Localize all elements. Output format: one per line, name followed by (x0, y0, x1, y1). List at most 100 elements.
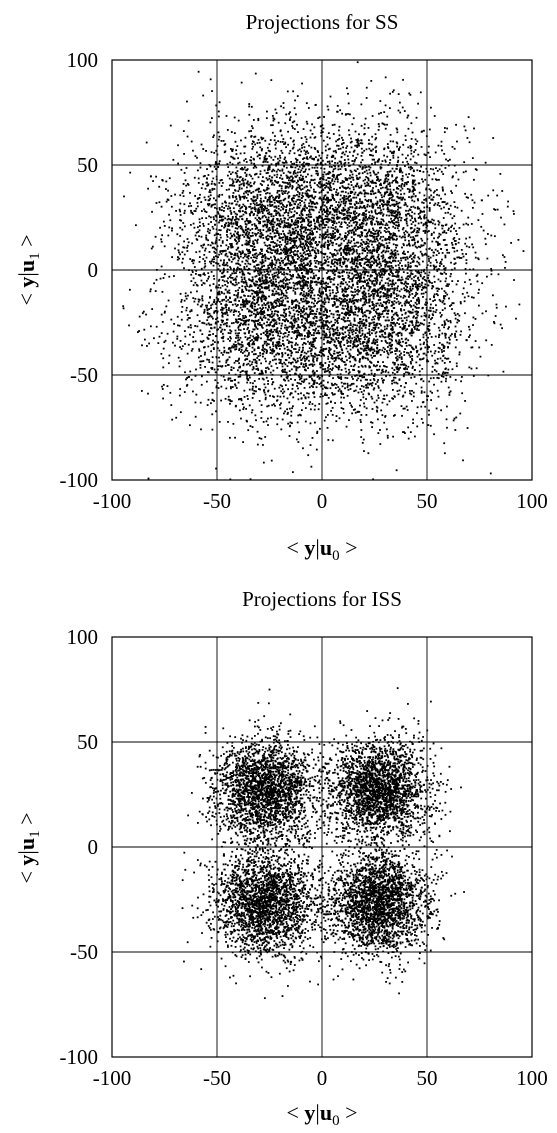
scatter-point (243, 350, 246, 353)
scatter-point (455, 362, 458, 365)
scatter-point (265, 117, 268, 120)
scatter-point (354, 233, 357, 236)
scatter-point (349, 248, 352, 251)
scatter-point (318, 197, 321, 200)
scatter-point (363, 271, 366, 273)
scatter-point (279, 246, 281, 248)
scatter-point (304, 209, 306, 212)
scatter-point (396, 298, 398, 300)
scatter-point (191, 271, 194, 273)
scatter-point (387, 289, 390, 292)
scatter-point (241, 288, 244, 291)
scatter-point (244, 229, 247, 232)
scatter-point (286, 397, 289, 400)
scatter-point (326, 200, 329, 202)
scatter-point (301, 179, 304, 182)
scatter-point (325, 260, 327, 262)
scatter-point (284, 315, 287, 317)
scatter-point (330, 409, 333, 412)
scatter-point (128, 324, 130, 327)
scatter-point (278, 159, 281, 162)
scatter-point (292, 281, 295, 284)
scatter-point (384, 340, 387, 343)
scatter-point (281, 239, 284, 241)
scatter-point (303, 337, 306, 340)
scatter-point (258, 268, 261, 271)
scatter-point (337, 386, 340, 388)
scatter-point (342, 393, 344, 395)
scatter-point (348, 211, 351, 214)
scatter-point (344, 202, 347, 205)
scatter-point (280, 266, 283, 269)
scatter-point (353, 210, 355, 213)
scatter-point (379, 199, 382, 201)
scatter-point (337, 339, 340, 342)
scatter-point (330, 198, 333, 201)
scatter-point (440, 380, 443, 383)
scatter-point (334, 209, 336, 211)
scatter-point (322, 327, 325, 330)
scatter-point (286, 326, 289, 329)
scatter-point (372, 206, 374, 209)
scatter-point (228, 309, 230, 311)
scatter-point (341, 307, 344, 310)
scatter-point (199, 193, 201, 196)
scatter-point (319, 206, 322, 209)
scatter-point (473, 127, 475, 130)
scatter-point (202, 360, 205, 362)
scatter-point (420, 292, 423, 295)
scatter-point (244, 243, 247, 246)
scatter-point (293, 169, 296, 172)
scatter-point (333, 357, 336, 359)
scatter-point (402, 196, 405, 199)
scatter-point (330, 382, 333, 385)
scatter-point (459, 333, 462, 336)
scatter-point (254, 291, 256, 293)
scatter-point (248, 376, 251, 379)
scatter-point (299, 199, 301, 201)
scatter-point (267, 229, 270, 232)
scatter-point (335, 299, 338, 302)
scatter-point (231, 194, 234, 197)
scatter-point (194, 340, 197, 343)
scatter-point (208, 361, 211, 363)
scatter-point (294, 318, 297, 321)
scatter-point (354, 313, 357, 316)
scatter-point (395, 221, 397, 224)
scatter-point (238, 257, 240, 260)
scatter-point (467, 295, 470, 298)
scatter-point (320, 220, 323, 223)
scatter-point (228, 436, 231, 439)
scatter-point (429, 256, 432, 259)
scatter-point (422, 380, 425, 383)
scatter-point (330, 236, 332, 239)
scatter-point (372, 203, 375, 206)
scatter-point (256, 227, 259, 229)
scatter-point (400, 185, 403, 188)
scatter-point (272, 305, 275, 308)
scatter-point (400, 334, 403, 337)
scatter-point (468, 246, 471, 249)
scatter-point (481, 213, 484, 215)
scatter-point (387, 230, 389, 233)
scatter-point (300, 217, 303, 219)
scatter-point (331, 357, 334, 360)
scatter-point (396, 333, 399, 335)
scatter-point (415, 231, 418, 234)
scatter-point (377, 253, 380, 256)
scatter-point (363, 405, 366, 408)
scatter-point (406, 286, 409, 288)
scatter-point (252, 319, 255, 322)
scatter-point (378, 183, 381, 186)
scatter-point (391, 382, 393, 385)
scatter-point (226, 228, 229, 231)
scatter-point (233, 379, 236, 381)
scatter-point (320, 346, 322, 349)
scatter-point (346, 386, 349, 389)
scatter-point (387, 346, 389, 348)
scatter-point (422, 343, 425, 346)
scatter-point (215, 286, 218, 289)
scatter-point (268, 295, 270, 298)
scatter-point (322, 173, 325, 176)
scatter-point (298, 237, 301, 240)
